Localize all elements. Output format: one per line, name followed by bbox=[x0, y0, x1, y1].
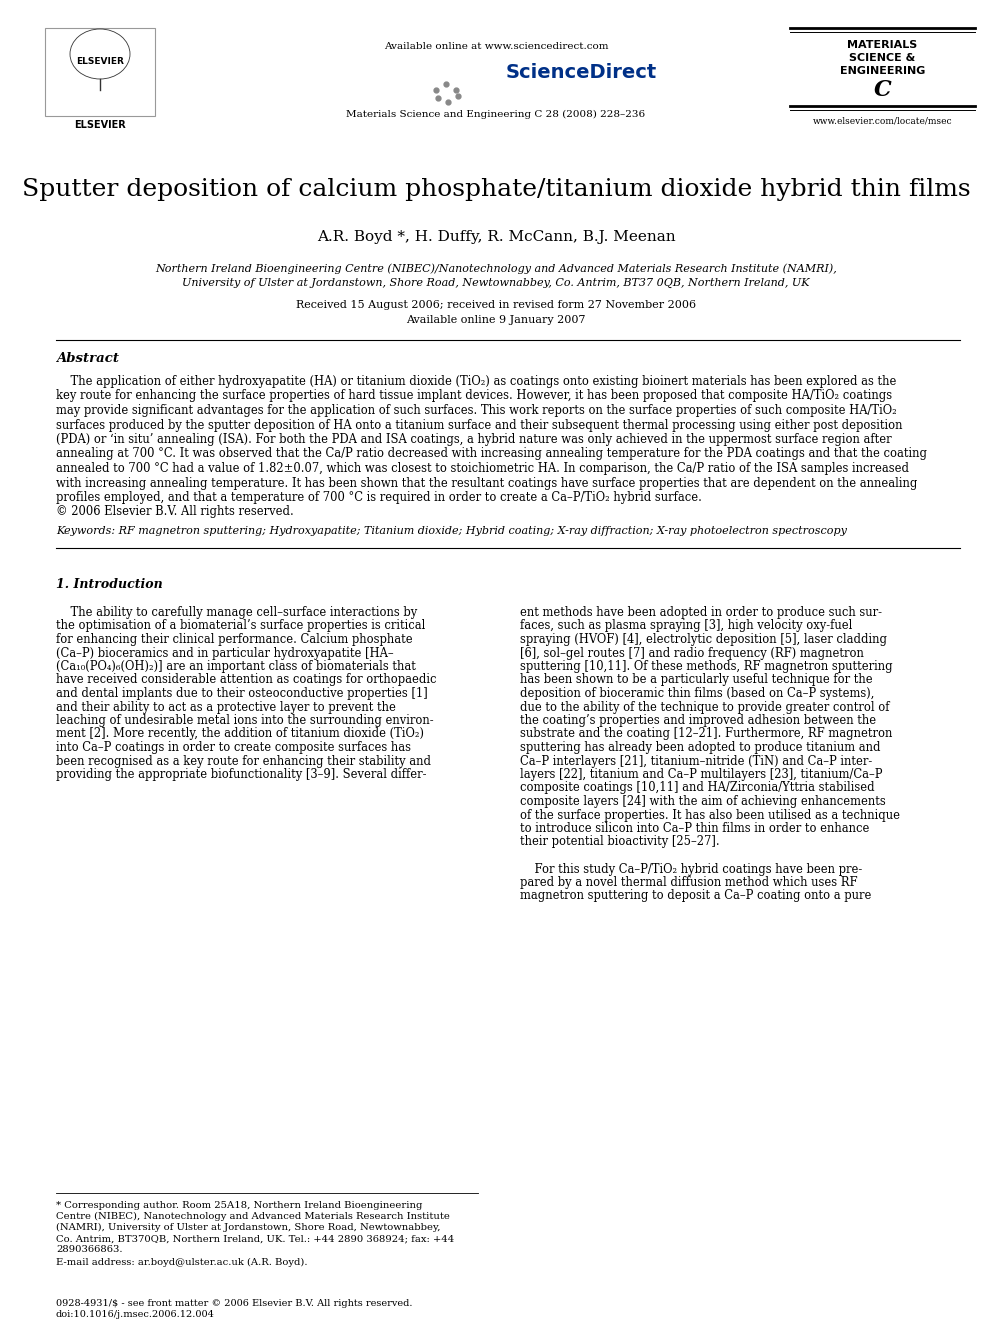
Text: may provide significant advantages for the application of such surfaces. This wo: may provide significant advantages for t… bbox=[56, 404, 897, 417]
Bar bbox=[45, 28, 155, 116]
Text: their potential bioactivity [25–27].: their potential bioactivity [25–27]. bbox=[520, 836, 719, 848]
Text: Abstract: Abstract bbox=[56, 352, 119, 365]
Text: to introduce silicon into Ca–P thin films in order to enhance: to introduce silicon into Ca–P thin film… bbox=[520, 822, 869, 835]
Text: the optimisation of a biomaterial’s surface properties is critical: the optimisation of a biomaterial’s surf… bbox=[56, 619, 426, 632]
Text: E-mail address: ar.boyd@ulster.ac.uk (A.R. Boyd).: E-mail address: ar.boyd@ulster.ac.uk (A.… bbox=[56, 1258, 308, 1267]
Text: doi:10.1016/j.msec.2006.12.004: doi:10.1016/j.msec.2006.12.004 bbox=[56, 1310, 215, 1319]
Text: ELSEVIER: ELSEVIER bbox=[74, 120, 126, 130]
Text: Sputter deposition of calcium phosphate/titanium dioxide hybrid thin films: Sputter deposition of calcium phosphate/… bbox=[22, 179, 970, 201]
Text: Centre (NIBEC), Nanotechnology and Advanced Materials Research Institute: Centre (NIBEC), Nanotechnology and Advan… bbox=[56, 1212, 450, 1221]
Text: Keywords: RF magnetron sputtering; Hydroxyapatite; Titanium dioxide; Hybrid coat: Keywords: RF magnetron sputtering; Hydro… bbox=[56, 527, 847, 536]
Text: Received 15 August 2006; received in revised form 27 November 2006: Received 15 August 2006; received in rev… bbox=[296, 300, 696, 310]
Text: ment [2]. More recently, the addition of titanium dioxide (TiO₂): ment [2]. More recently, the addition of… bbox=[56, 728, 424, 741]
Text: surfaces produced by the sputter deposition of HA onto a titanium surface and th: surfaces produced by the sputter deposit… bbox=[56, 418, 903, 431]
Text: providing the appropriate biofunctionality [3–9]. Several differ-: providing the appropriate biofunctionali… bbox=[56, 767, 427, 781]
Text: with increasing annealing temperature. It has been shown that the resultant coat: with increasing annealing temperature. I… bbox=[56, 476, 918, 490]
Text: 0928-4931/$ - see front matter © 2006 Elsevier B.V. All rights reserved.: 0928-4931/$ - see front matter © 2006 El… bbox=[56, 1299, 413, 1308]
Text: The ability to carefully manage cell–surface interactions by: The ability to carefully manage cell–sur… bbox=[56, 606, 418, 619]
Text: annealing at 700 °C. It was observed that the Ca/P ratio decreased with increasi: annealing at 700 °C. It was observed tha… bbox=[56, 447, 927, 460]
Text: [6], sol–gel routes [7] and radio frequency (RF) magnetron: [6], sol–gel routes [7] and radio freque… bbox=[520, 647, 864, 659]
Text: the coating’s properties and improved adhesion between the: the coating’s properties and improved ad… bbox=[520, 714, 876, 728]
Text: annealed to 700 °C had a value of 1.82±0.07, which was closest to stoichiometric: annealed to 700 °C had a value of 1.82±0… bbox=[56, 462, 909, 475]
Text: pared by a novel thermal diffusion method which uses RF: pared by a novel thermal diffusion metho… bbox=[520, 876, 858, 889]
Text: (Ca₁₀(PO₄)₆(OH)₂)] are an important class of biomaterials that: (Ca₁₀(PO₄)₆(OH)₂)] are an important clas… bbox=[56, 660, 416, 673]
Text: (Ca–P) bioceramics and in particular hydroxyapatite [HA–: (Ca–P) bioceramics and in particular hyd… bbox=[56, 647, 394, 659]
Text: deposition of bioceramic thin films (based on Ca–P systems),: deposition of bioceramic thin films (bas… bbox=[520, 687, 874, 700]
Ellipse shape bbox=[70, 29, 130, 79]
Text: For this study Ca–P/TiO₂ hybrid coatings have been pre-: For this study Ca–P/TiO₂ hybrid coatings… bbox=[520, 863, 862, 876]
Text: A.R. Boyd *, H. Duffy, R. McCann, B.J. Meenan: A.R. Boyd *, H. Duffy, R. McCann, B.J. M… bbox=[316, 230, 676, 243]
Text: Materials Science and Engineering C 28 (2008) 228–236: Materials Science and Engineering C 28 (… bbox=[346, 110, 646, 119]
Text: due to the ability of the technique to provide greater control of: due to the ability of the technique to p… bbox=[520, 700, 890, 713]
Text: of the surface properties. It has also been utilised as a technique: of the surface properties. It has also b… bbox=[520, 808, 900, 822]
Text: Northern Ireland Bioengineering Centre (NIBEC)/Nanotechnology and Advanced Mater: Northern Ireland Bioengineering Centre (… bbox=[155, 263, 837, 274]
Text: 2890366863.: 2890366863. bbox=[56, 1245, 122, 1254]
Text: www.elsevier.com/locate/msec: www.elsevier.com/locate/msec bbox=[812, 116, 952, 124]
Text: and their ability to act as a protective layer to prevent the: and their ability to act as a protective… bbox=[56, 700, 396, 713]
Text: sputtering [10,11]. Of these methods, RF magnetron sputtering: sputtering [10,11]. Of these methods, RF… bbox=[520, 660, 893, 673]
Text: magnetron sputtering to deposit a Ca–P coating onto a pure: magnetron sputtering to deposit a Ca–P c… bbox=[520, 889, 871, 902]
Text: spraying (HVOF) [4], electrolytic deposition [5], laser cladding: spraying (HVOF) [4], electrolytic deposi… bbox=[520, 632, 887, 646]
Text: ELSEVIER: ELSEVIER bbox=[76, 57, 124, 66]
Text: composite layers [24] with the aim of achieving enhancements: composite layers [24] with the aim of ac… bbox=[520, 795, 886, 808]
Text: have received considerable attention as coatings for orthopaedic: have received considerable attention as … bbox=[56, 673, 436, 687]
Text: Co. Antrim, BT370QB, Northern Ireland, UK. Tel.: +44 2890 368924; fax: +44: Co. Antrim, BT370QB, Northern Ireland, U… bbox=[56, 1234, 454, 1244]
Text: (PDA) or ‘in situ’ annealing (ISA). For both the PDA and ISA coatings, a hybrid : (PDA) or ‘in situ’ annealing (ISA). For … bbox=[56, 433, 892, 446]
Text: and dental implants due to their osteoconductive properties [1]: and dental implants due to their osteoco… bbox=[56, 687, 428, 700]
Text: Ca–P interlayers [21], titanium–nitride (TiN) and Ca–P inter-: Ca–P interlayers [21], titanium–nitride … bbox=[520, 754, 872, 767]
Text: substrate and the coating [12–21]. Furthermore, RF magnetron: substrate and the coating [12–21]. Furth… bbox=[520, 728, 893, 741]
Text: layers [22], titanium and Ca–P multilayers [23], titanium/Ca–P: layers [22], titanium and Ca–P multilaye… bbox=[520, 767, 883, 781]
Text: Available online at www.sciencedirect.com: Available online at www.sciencedirect.co… bbox=[384, 42, 608, 52]
Text: composite coatings [10,11] and HA/Zirconia/Yttria stabilised: composite coatings [10,11] and HA/Zircon… bbox=[520, 782, 875, 795]
Text: © 2006 Elsevier B.V. All rights reserved.: © 2006 Elsevier B.V. All rights reserved… bbox=[56, 505, 294, 519]
Text: leaching of undesirable metal ions into the surrounding environ-: leaching of undesirable metal ions into … bbox=[56, 714, 434, 728]
Text: (NAMRI), University of Ulster at Jordanstown, Shore Road, Newtownabbey,: (NAMRI), University of Ulster at Jordans… bbox=[56, 1222, 440, 1232]
Text: sputtering has already been adopted to produce titanium and: sputtering has already been adopted to p… bbox=[520, 741, 881, 754]
Text: * Corresponding author. Room 25A18, Northern Ireland Bioengineering: * Corresponding author. Room 25A18, Nort… bbox=[56, 1201, 423, 1211]
Text: profiles employed, and that a temperature of 700 °C is required in order to crea: profiles employed, and that a temperatur… bbox=[56, 491, 702, 504]
Text: faces, such as plasma spraying [3], high velocity oxy-fuel: faces, such as plasma spraying [3], high… bbox=[520, 619, 852, 632]
Text: into Ca–P coatings in order to create composite surfaces has: into Ca–P coatings in order to create co… bbox=[56, 741, 411, 754]
Text: ScienceDirect: ScienceDirect bbox=[506, 62, 658, 82]
Text: Available online 9 January 2007: Available online 9 January 2007 bbox=[407, 315, 585, 325]
Text: ent methods have been adopted in order to produce such sur-: ent methods have been adopted in order t… bbox=[520, 606, 882, 619]
Text: MATERIALS: MATERIALS bbox=[847, 40, 918, 50]
Text: ENGINEERING: ENGINEERING bbox=[840, 66, 926, 75]
Text: 1. Introduction: 1. Introduction bbox=[56, 578, 163, 591]
Text: University of Ulster at Jordanstown, Shore Road, Newtownabbey, Co. Antrim, BT37 : University of Ulster at Jordanstown, Sho… bbox=[183, 278, 809, 288]
Text: for enhancing their clinical performance. Calcium phosphate: for enhancing their clinical performance… bbox=[56, 632, 413, 646]
Text: has been shown to be a particularly useful technique for the: has been shown to be a particularly usef… bbox=[520, 673, 873, 687]
Text: SCIENCE &: SCIENCE & bbox=[849, 53, 916, 64]
Text: The application of either hydroxyapatite (HA) or titanium dioxide (TiO₂) as coat: The application of either hydroxyapatite… bbox=[56, 374, 897, 388]
Text: key route for enhancing the surface properties of hard tissue implant devices. H: key route for enhancing the surface prop… bbox=[56, 389, 892, 402]
Text: been recognised as a key route for enhancing their stability and: been recognised as a key route for enhan… bbox=[56, 754, 431, 767]
Text: C: C bbox=[874, 79, 892, 101]
